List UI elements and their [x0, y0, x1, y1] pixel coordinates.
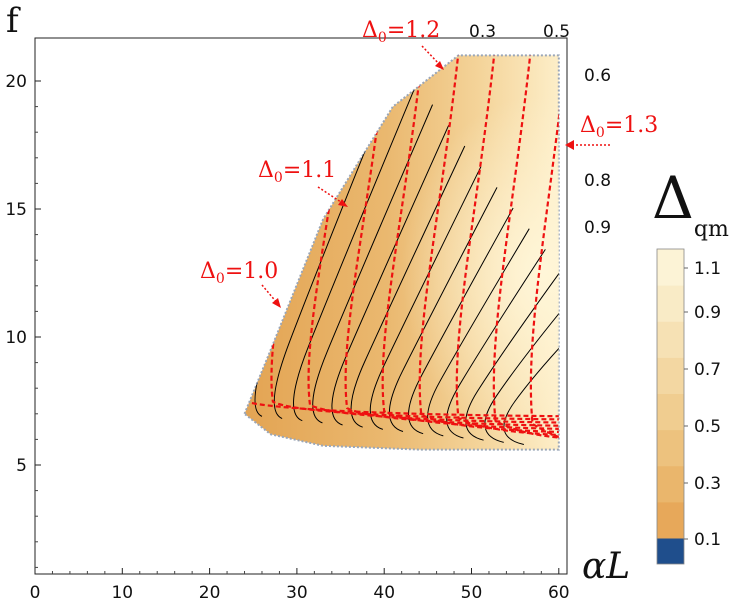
arrowhead-1.2	[435, 61, 444, 70]
red-contour-line	[529, 55, 559, 444]
colorbar-tick-label-0.7: 0.7	[694, 360, 721, 380]
y-tick-label-5: 5	[16, 456, 27, 476]
contour-label-0.5: 0.5	[543, 22, 570, 42]
contour-label-0.8: 0.8	[584, 171, 611, 191]
annotation-delta0-1.2: Δ0=1.2	[362, 18, 440, 46]
black-contour-line	[465, 269, 559, 441]
black-contour-line	[484, 290, 559, 443]
arrow-1.2	[421, 45, 442, 67]
red-annotations: Δ0=1.0 Δ0=1.1 Δ0=1.2 Δ0=1.3	[200, 18, 658, 308]
black-contour-line	[293, 83, 417, 422]
red-contour-line	[418, 55, 559, 434]
x-tick-label-60: 60	[548, 583, 570, 603]
y-axis-title: f	[6, 1, 21, 41]
colorbar-band	[657, 429, 684, 467]
colorbar-band	[657, 357, 684, 394]
colorbar-low-band	[657, 538, 684, 564]
colorbar-tick-label-0.1: 0.1	[694, 530, 721, 550]
black-contour-line	[408, 207, 514, 435]
x-axis: 0 10 20 30 40 50 60	[30, 568, 570, 603]
colorbar-band	[657, 501, 684, 539]
region-highlight	[244, 55, 559, 450]
colorbar-band	[657, 393, 684, 431]
colorbar-ticks: 0.1 0.3 0.5 0.7 0.9 1.1	[684, 259, 721, 550]
annotation-delta0-1.1: Δ0=1.1	[258, 158, 336, 186]
arrowhead-1.0	[272, 298, 281, 308]
red-contour-line	[492, 55, 559, 440]
colorbar-band	[657, 321, 684, 358]
colorbar-tick-label-0.3: 0.3	[694, 474, 721, 494]
colorbar-band	[657, 249, 684, 286]
black-contours	[254, 55, 559, 446]
contour-label-0.3: 0.3	[469, 22, 496, 42]
x-tick-label-10: 10	[111, 583, 133, 603]
colorbar-frame	[656, 248, 685, 565]
black-contour-line	[503, 311, 559, 446]
black-contour-line	[446, 249, 546, 439]
x-tick-label-20: 20	[199, 583, 221, 603]
colorbar-tick-label-0.9: 0.9	[694, 303, 721, 323]
plot-frame	[34, 37, 568, 575]
colorbar-bands	[657, 249, 684, 564]
red-contour-line	[344, 55, 559, 428]
contour-label-0.9: 0.9	[584, 218, 611, 238]
y-tick-label-20: 20	[5, 72, 27, 92]
x-tick-label-40: 40	[373, 583, 395, 603]
x-tick-label-30: 30	[286, 583, 308, 603]
black-contour-labels: 0.3 0.5 0.6 0.8 0.9	[469, 22, 611, 238]
black-contour-line	[273, 63, 401, 419]
y-tick-label-10: 10	[5, 328, 27, 348]
colorbar-tick-label-1.1: 1.1	[694, 259, 721, 279]
colorbar-tick-label-0.5: 0.5	[694, 417, 721, 437]
colorbar-band	[657, 285, 684, 322]
black-contour-line	[427, 228, 530, 437]
arrow-1.1	[317, 186, 345, 205]
x-axis-title: αL	[582, 546, 630, 587]
filled-region	[243, 54, 560, 451]
x-tick-label-0: 0	[30, 583, 41, 603]
annotation-delta0-1.0: Δ0=1.0	[200, 259, 278, 287]
colorbar-title: Δqm	[652, 164, 729, 242]
y-axis: 5 10 15 20	[5, 72, 41, 568]
contour-label-0.6: 0.6	[584, 66, 611, 86]
arrowhead-1.3	[565, 140, 574, 150]
colorbar: Δqm 0.1 0.3 0.5 0.7 0.9 1.1	[652, 164, 729, 565]
x-tick-label-50: 50	[461, 583, 483, 603]
colorbar-band	[657, 465, 684, 503]
arrowhead-1.1	[338, 199, 348, 207]
red-contour-line	[455, 55, 559, 437]
y-tick-label-15: 15	[5, 200, 27, 220]
annotation-delta0-1.3: Δ0=1.3	[580, 113, 658, 141]
